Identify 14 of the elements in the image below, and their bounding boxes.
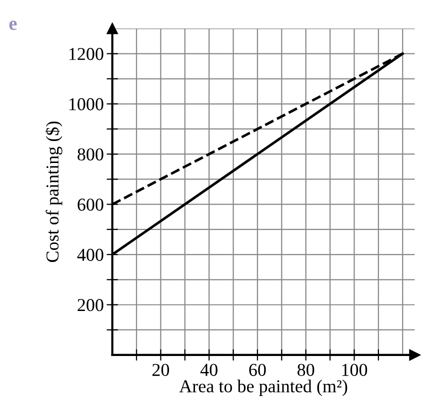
y-tick-label: 1000 bbox=[69, 98, 104, 110]
x-tick-label: 40 bbox=[200, 364, 218, 376]
text: e bbox=[9, 20, 17, 30]
y-tick-label: 400 bbox=[77, 248, 104, 261]
x-tick-label: 60 bbox=[249, 364, 266, 376]
y-axis-title: Cost of painting ($) bbox=[45, 122, 62, 262]
y-tick-label: 200 bbox=[78, 299, 104, 312]
y-tick-label: 600 bbox=[78, 198, 104, 211]
x-tick-label: 100 bbox=[342, 364, 368, 376]
x-tick-label: 20 bbox=[152, 364, 170, 376]
x-axis-title: Area to be painted (m²) bbox=[179, 380, 348, 396]
y-tick-label: 1200 bbox=[69, 48, 104, 60]
x-tick-label: 80 bbox=[298, 364, 314, 376]
y-tick-label: 800 bbox=[78, 148, 104, 161]
